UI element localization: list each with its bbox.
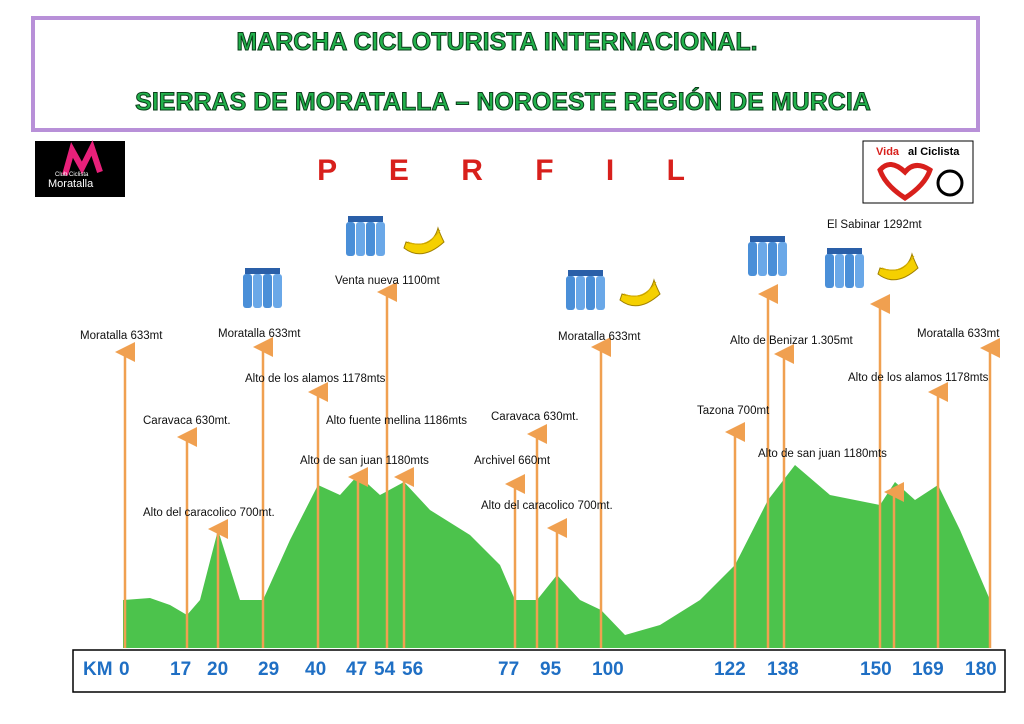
km-mark: 0: [119, 659, 130, 680]
waypoint-label: Moratalla 633mt: [917, 328, 1000, 340]
waypoint-label: El Sabinar 1292mt: [827, 219, 922, 231]
arrows: [115, 282, 1000, 648]
km-box: [72, 649, 1006, 693]
km-mark: 95: [540, 659, 562, 680]
waypoint-label: Moratalla 633mt: [558, 331, 641, 343]
km-mark: 77: [498, 659, 519, 680]
km-label: KM: [83, 659, 113, 680]
waypoint-label: Alto del caracolico 700mt.: [143, 507, 275, 519]
waypoint-label: Alto de los alamos 1178mts: [848, 372, 989, 384]
km-mark: 122: [714, 659, 746, 680]
waypoint-label: Alto de los alamos 1178mts: [245, 373, 386, 385]
header-box: [31, 16, 980, 132]
subtitle: P E R F I L: [317, 154, 707, 187]
km-mark: 100: [592, 659, 624, 680]
logo-left-text: Moratalla: [48, 178, 94, 190]
km-mark: 56: [402, 659, 423, 680]
km-mark: 169: [912, 659, 944, 680]
elevation-profile: [123, 465, 990, 648]
waypoint-label: Caravaca 630mt.: [143, 415, 231, 427]
km-mark: 150: [860, 659, 892, 680]
waypoint-label: Caravaca 630mt.: [491, 411, 579, 423]
logo-mark: [62, 140, 103, 176]
waypoint-label: Tazona 700mt: [697, 405, 770, 417]
logo-right-2: al Ciclista: [908, 146, 960, 158]
title-line2: SIERRAS DE MORATALLA – NOROESTE REGIÓN D…: [135, 86, 871, 116]
km-mark: 40: [305, 659, 326, 680]
waypoint-label: Alto de Benizar 1.305mt: [730, 335, 854, 347]
km-mark: 20: [207, 659, 228, 680]
km-mark: 54: [374, 659, 396, 680]
logo-wheel: [936, 169, 964, 197]
waypoint-label: Alto fuente mellina 1186mts: [326, 415, 467, 427]
logo-heart: [877, 162, 933, 201]
waypoint-label: Alto del caracolico 700mt.: [481, 500, 613, 512]
km-mark: 138: [767, 659, 799, 680]
waypoint-label: Alto de san juan 1180mts: [758, 448, 887, 460]
waypoint-label: Moratalla 633mt: [218, 328, 301, 340]
waypoint-label: Alto de san juan 1180mts: [300, 455, 429, 467]
logo-left-small: Club Ciclista: [55, 172, 89, 178]
km-mark: 17: [170, 659, 191, 680]
waypoint-label: Archivel 660mt: [474, 455, 551, 467]
title-line1: MARCHA CICLOTURISTA INTERNACIONAL.: [236, 28, 757, 56]
supply-icons: [243, 216, 919, 310]
waypoint-label: Venta nueva 1100mt: [335, 275, 440, 287]
logo-right-1: Vida: [876, 146, 900, 158]
km-mark: 180: [965, 659, 997, 680]
km-mark: 29: [258, 659, 279, 680]
waypoint-label: Moratalla 633mt: [80, 330, 163, 342]
km-mark: 47: [346, 659, 367, 680]
